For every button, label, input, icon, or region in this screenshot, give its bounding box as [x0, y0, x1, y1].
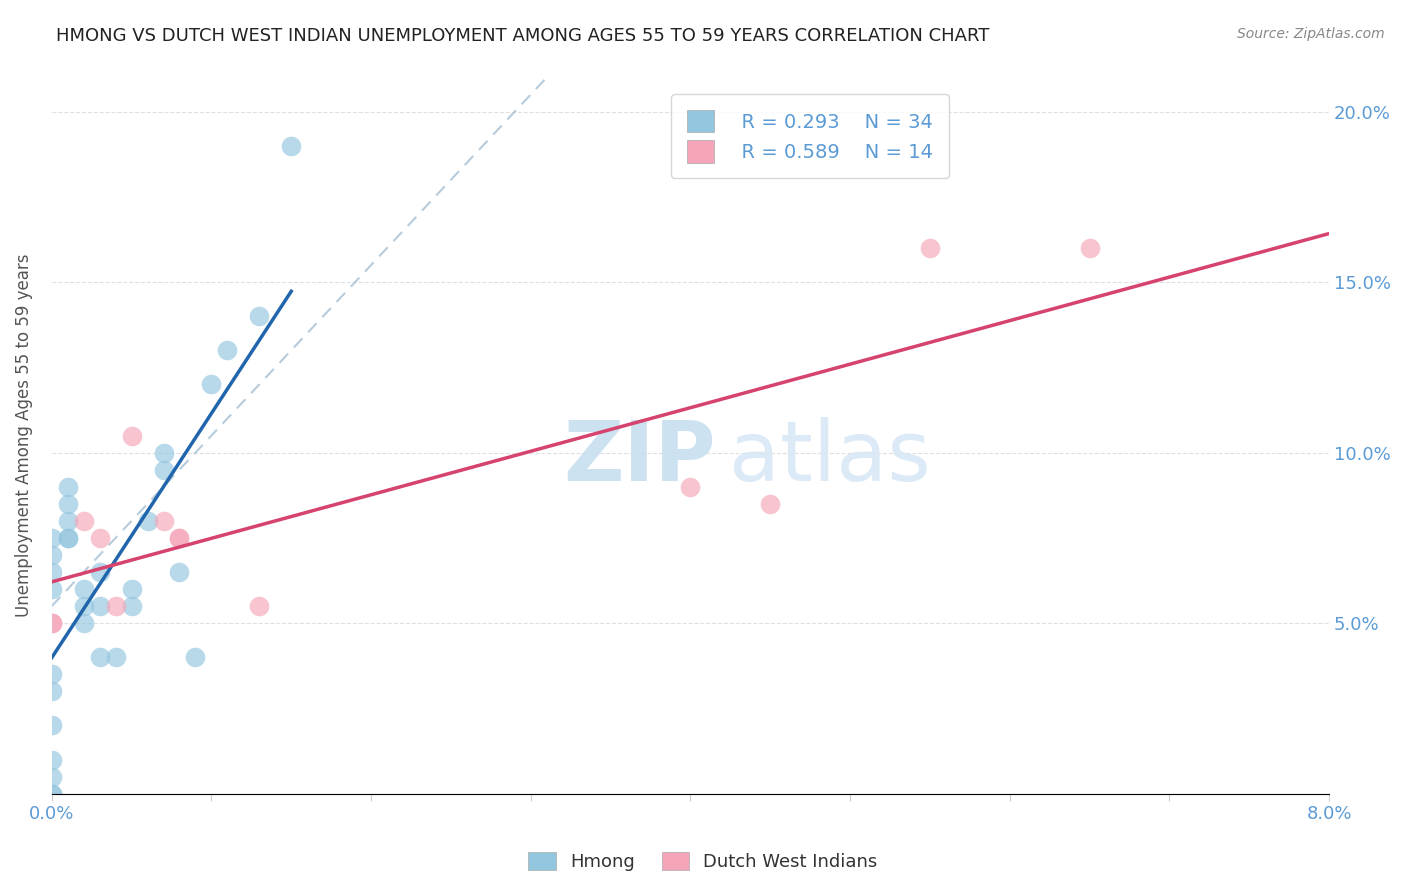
Point — [121, 428, 143, 442]
Point — [41, 667, 63, 681]
Point — [89, 565, 111, 579]
Point — [56, 531, 79, 545]
Point — [73, 616, 96, 631]
Point — [918, 241, 941, 255]
Point — [121, 599, 143, 613]
Text: Source: ZipAtlas.com: Source: ZipAtlas.com — [1237, 27, 1385, 41]
Point — [89, 531, 111, 545]
Point — [104, 650, 127, 665]
Point — [73, 514, 96, 528]
Point — [73, 599, 96, 613]
Point — [56, 480, 79, 494]
Point — [184, 650, 207, 665]
Point — [56, 531, 79, 545]
Y-axis label: Unemployment Among Ages 55 to 59 years: Unemployment Among Ages 55 to 59 years — [15, 254, 32, 617]
Text: atlas: atlas — [728, 417, 931, 498]
Point — [104, 599, 127, 613]
Point — [41, 753, 63, 767]
Point — [759, 497, 782, 511]
Point — [1078, 241, 1101, 255]
Point — [280, 138, 302, 153]
Point — [200, 377, 222, 392]
Point — [121, 582, 143, 596]
Point — [73, 582, 96, 596]
Point — [169, 531, 191, 545]
Point — [41, 616, 63, 631]
Legend: Hmong, Dutch West Indians: Hmong, Dutch West Indians — [522, 845, 884, 879]
Point — [169, 531, 191, 545]
Point — [41, 787, 63, 801]
Point — [217, 343, 239, 358]
Point — [41, 718, 63, 732]
Text: ZIP: ZIP — [564, 417, 716, 498]
Point — [41, 565, 63, 579]
Point — [41, 684, 63, 698]
Point — [152, 463, 174, 477]
Point — [247, 599, 270, 613]
Text: HMONG VS DUTCH WEST INDIAN UNEMPLOYMENT AMONG AGES 55 TO 59 YEARS CORRELATION CH: HMONG VS DUTCH WEST INDIAN UNEMPLOYMENT … — [56, 27, 990, 45]
Point — [41, 616, 63, 631]
Point — [41, 531, 63, 545]
Point — [136, 514, 159, 528]
Legend:   R = 0.293    N = 34,   R = 0.589    N = 14: R = 0.293 N = 34, R = 0.589 N = 14 — [671, 95, 949, 178]
Point — [152, 445, 174, 459]
Point — [247, 309, 270, 323]
Point — [169, 565, 191, 579]
Point — [56, 514, 79, 528]
Point — [41, 770, 63, 784]
Point — [89, 650, 111, 665]
Point — [89, 599, 111, 613]
Point — [41, 548, 63, 562]
Point — [56, 497, 79, 511]
Point — [41, 787, 63, 801]
Point — [679, 480, 702, 494]
Point — [152, 514, 174, 528]
Point — [41, 582, 63, 596]
